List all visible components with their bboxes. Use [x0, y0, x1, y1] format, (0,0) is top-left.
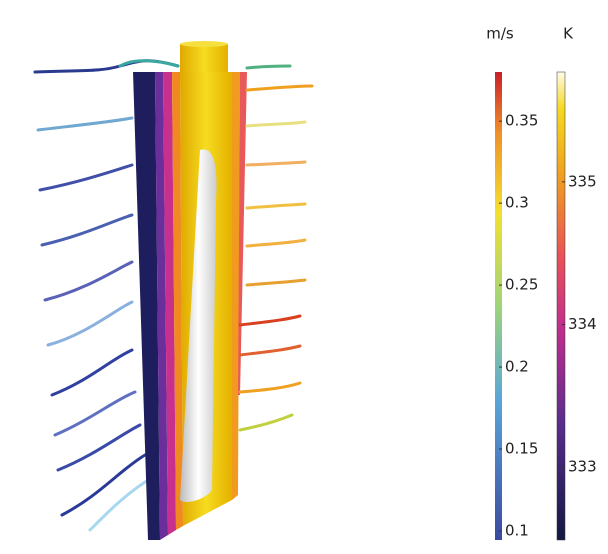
temperature-unit: K	[563, 25, 574, 43]
streamlines-right	[238, 64, 314, 432]
colorbar-tick-label: 0.35	[505, 112, 538, 130]
colorbar-tick-label: 0.3	[505, 194, 529, 212]
colorbar-tick-label: 0.15	[505, 440, 538, 458]
colorbar-tick-label: 334	[568, 315, 597, 333]
colorbar-tick-label: 0.1	[505, 521, 529, 539]
colorbar-tick-label: 0.2	[505, 358, 529, 376]
streamlines-left	[33, 59, 180, 532]
colorbar-tick-label: 335	[568, 172, 597, 190]
temperature-colorbar	[556, 71, 566, 541]
velocity-unit: m/s	[486, 25, 514, 43]
colorbar-tick-label: 0.25	[505, 276, 538, 294]
heater-body	[133, 41, 247, 540]
colorbar-tick-label: 333	[568, 458, 597, 476]
velocity-colorbar	[495, 72, 502, 540]
